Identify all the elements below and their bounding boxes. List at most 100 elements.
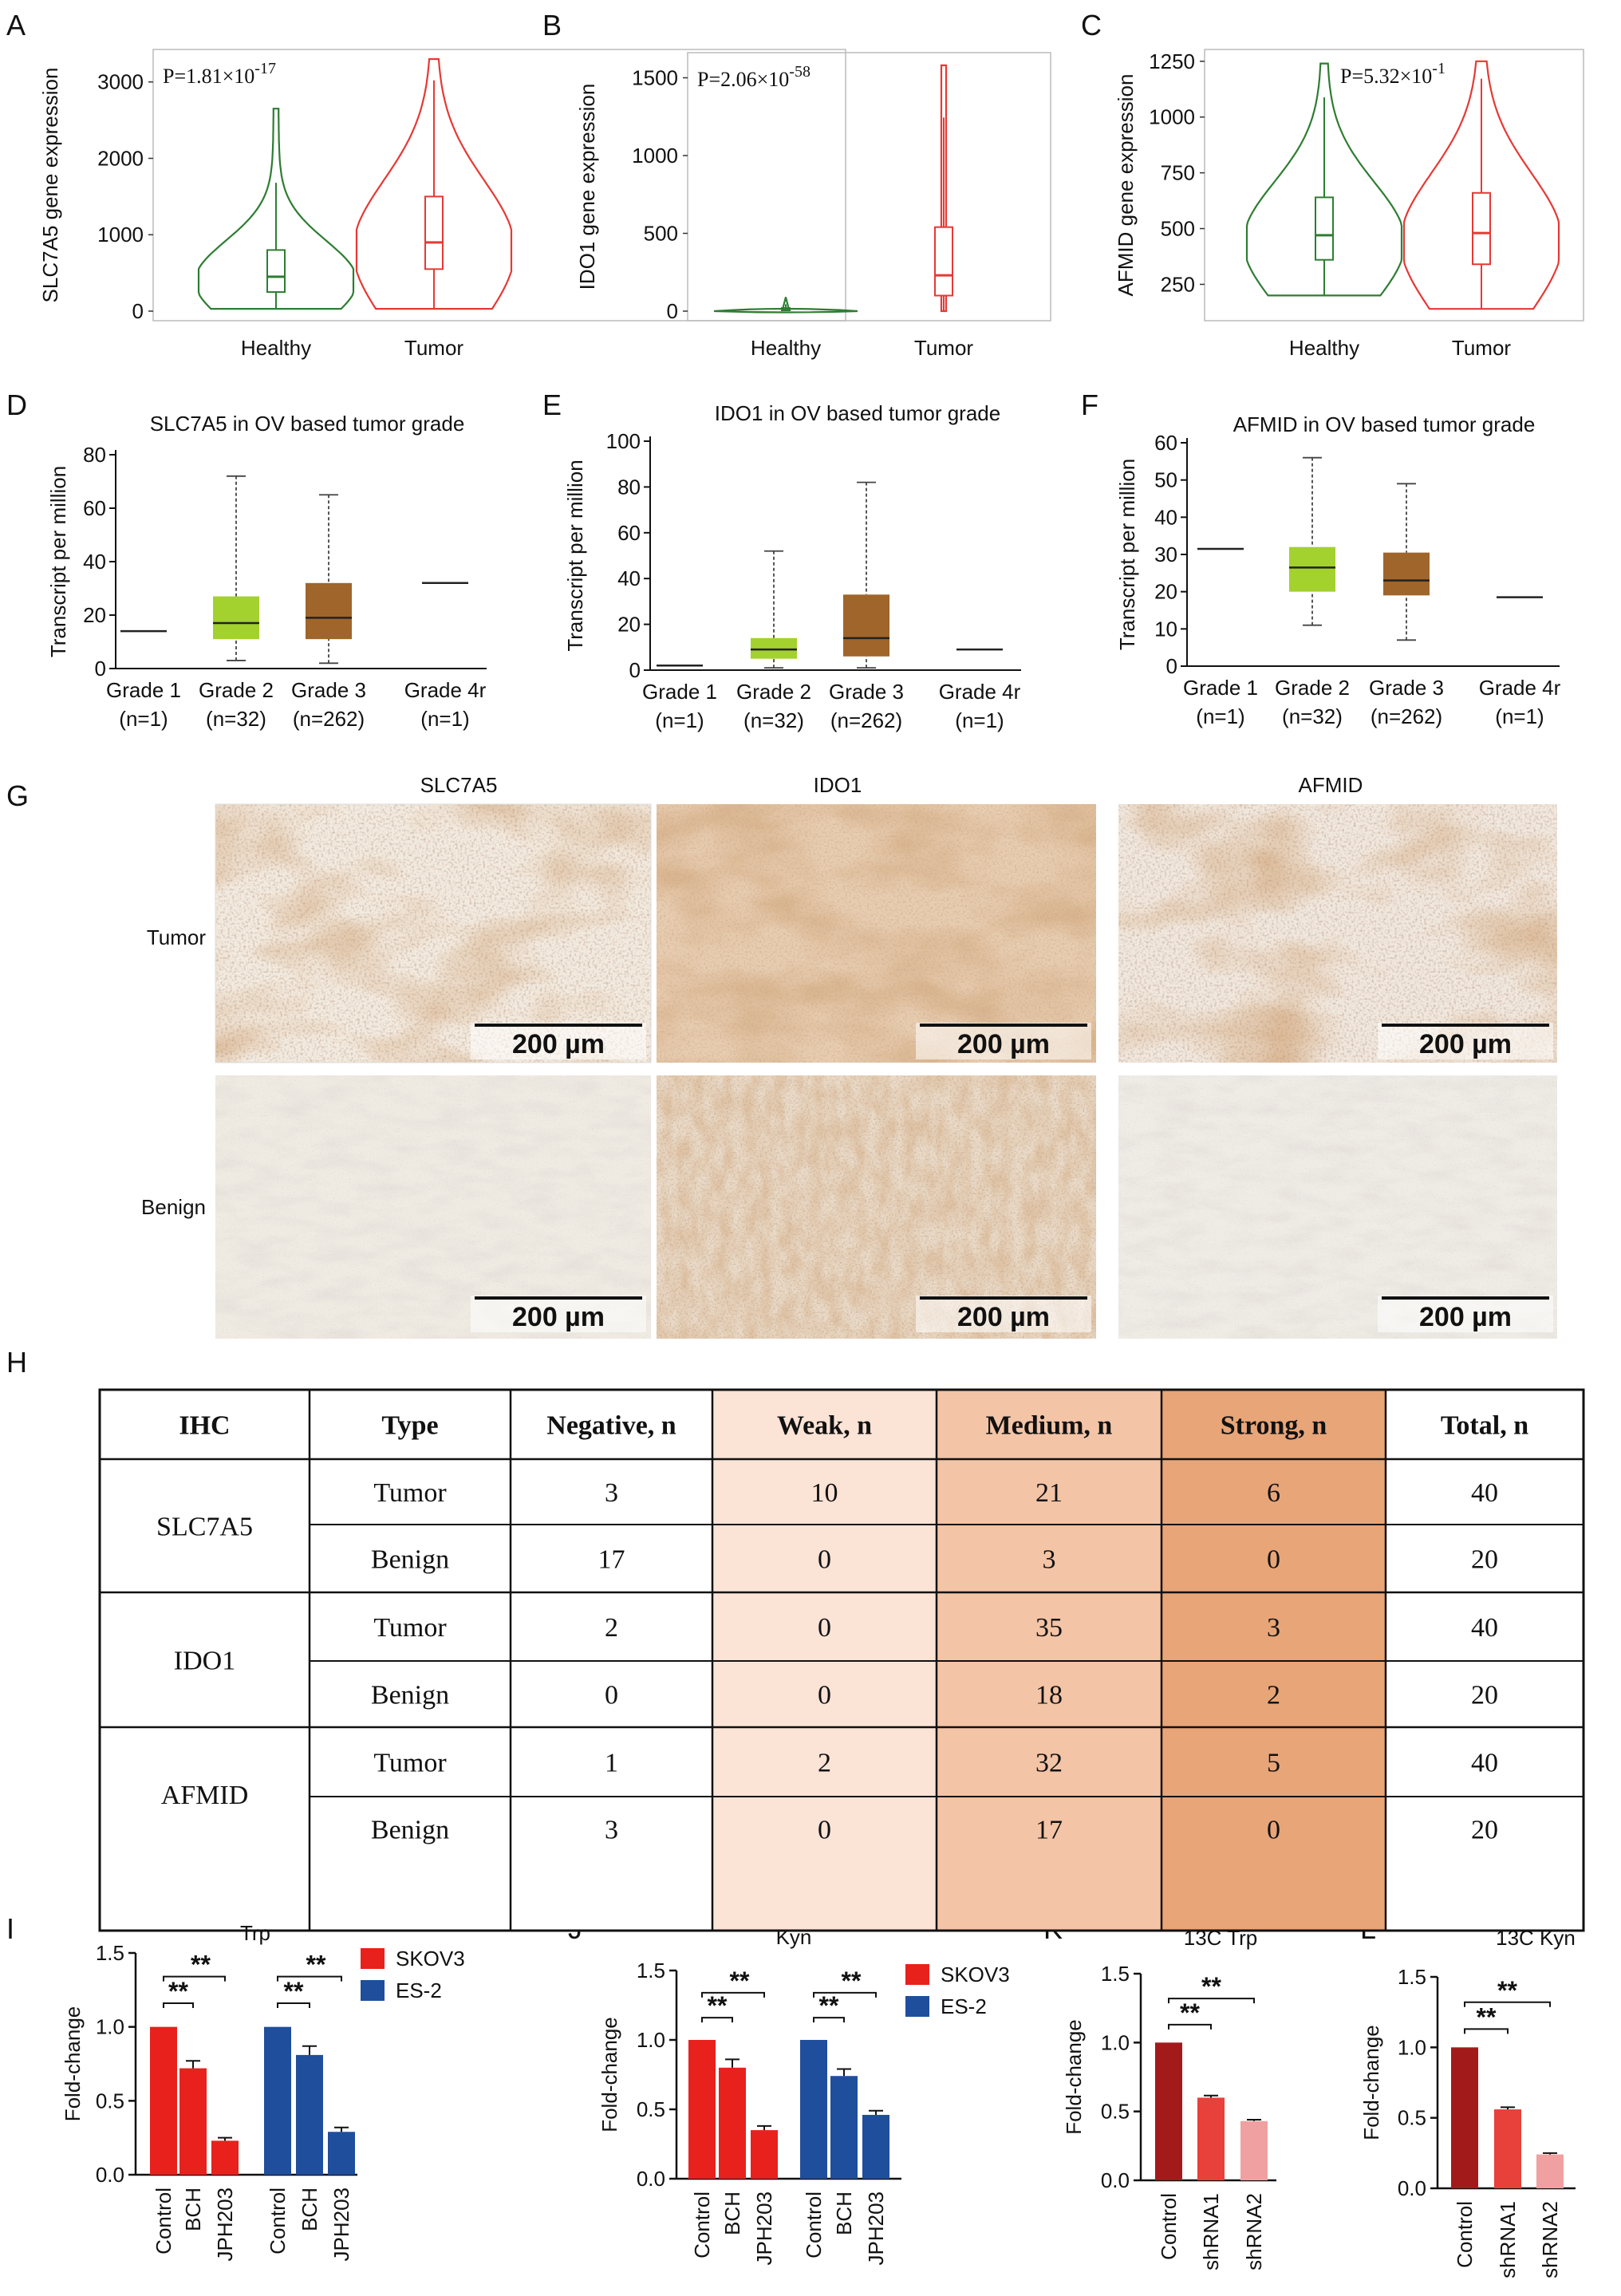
x-tick-label: Control (690, 2191, 714, 2259)
table-value-cell: 3 (605, 1478, 618, 1508)
panel-letters: A B C D E F G H I J K L (6, 9, 1376, 1945)
significance-stars: ** (842, 1967, 862, 1995)
significance-bracket (277, 1975, 342, 1982)
bar (1197, 2097, 1225, 2180)
y-tick-label: 1250 (1149, 49, 1195, 73)
scale-bar: 200 µm (1378, 1023, 1553, 1059)
significance-bracket (813, 1991, 877, 1998)
violin-tumor (355, 57, 513, 310)
legend-swatch-skov3 (361, 1948, 385, 1969)
panel-letter-b: B (542, 9, 562, 41)
bar (1536, 2154, 1564, 2188)
table-header-cell: Strong, n (1221, 1411, 1327, 1441)
significance-bracket (701, 2017, 733, 2023)
bar-skov3 (150, 2026, 177, 2175)
scale-bar: 200 µm (471, 1296, 646, 1332)
violin-chart-afmid: 250 500 750 1000 1250 AFMID gene expression He… (1114, 49, 1584, 360)
y-tick-label: 1000 (1149, 105, 1195, 129)
y-tick-label: 60 (617, 521, 641, 545)
x-tick-label: Control (266, 2188, 290, 2255)
box (1289, 546, 1335, 592)
y-tick-label: 1000 (632, 144, 678, 168)
bar-skov3 (688, 2040, 716, 2179)
significance-bracket (163, 2002, 194, 2009)
table-value-cell: 17 (1035, 1816, 1063, 1845)
y-tick-label: 1.0 (1398, 2035, 1426, 2059)
y-tick-label: 20 (1154, 580, 1177, 604)
table-value-cell: 0 (818, 1681, 831, 1710)
x-tick-label: Grade 2 (1275, 676, 1350, 700)
y-tick-label: 0.5 (637, 2097, 665, 2121)
x-count-label: (n=1) (1196, 704, 1244, 728)
table-header-cell: IHC (179, 1411, 230, 1441)
chart-title: Trp (240, 1921, 270, 1945)
table-type-cell: Benign (371, 1545, 449, 1575)
legend-swatch-es-2 (361, 1980, 385, 2001)
box (213, 596, 259, 640)
panel-letter-i: I (6, 1912, 14, 1945)
significance-bracket (163, 1975, 226, 1982)
x-tick-label: Healthy (751, 336, 821, 360)
panel-letter-a: A (6, 9, 26, 41)
y-axis-label: Transcript per million (563, 460, 587, 651)
table-value-cell: 3 (605, 1816, 618, 1845)
bar-es-2 (264, 2026, 291, 2175)
box (1315, 196, 1334, 261)
y-tick-label: 1.0 (96, 2015, 124, 2039)
p-value-text: P=5.32×10 (1340, 65, 1432, 88)
table-value-cell: 5 (1267, 1749, 1280, 1778)
y-tick-label: 2000 (97, 146, 144, 170)
y-tick-label: 0.0 (637, 2167, 665, 2191)
significance-bracket (701, 1991, 765, 1998)
table-value-cell: 20 (1471, 1816, 1498, 1845)
panel-letter-g: G (6, 779, 29, 812)
y-tick-label: 0.0 (96, 2163, 124, 2187)
box (751, 637, 797, 659)
y-axis-label: Fold-change (61, 2006, 85, 2122)
y-axis-label: Transcript per million (46, 466, 70, 657)
table-value-cell: 0 (818, 1816, 831, 1845)
table-value-cell: 35 (1035, 1613, 1063, 1643)
y-tick-label: 500 (644, 222, 678, 246)
y-tick-label: 500 (1161, 217, 1195, 241)
x-tick-label: BCH (832, 2191, 856, 2235)
violin-chart-slc7a5: 0 1000 2000 3000 SLC7A5 gene expression Healt… (38, 49, 846, 360)
x-tick-label: JPH203 (213, 2188, 237, 2262)
ihc-score-table: IHC Type Negative, n Weak, n Medium, n Strong… (98, 1388, 1585, 1932)
table-value-cell: 20 (1471, 1545, 1498, 1575)
y-axis-label: IDO1 gene expression (575, 84, 599, 290)
x-count-label: (n=32) (743, 708, 804, 732)
x-tick-label: BCH (298, 2188, 321, 2231)
y-tick-label: 60 (1154, 431, 1177, 455)
table-value-cell: 40 (1471, 1749, 1498, 1778)
y-tick-label: 1500 (632, 66, 678, 90)
legend-label: ES-2 (396, 1978, 442, 2002)
bar-es-2 (296, 2054, 323, 2175)
ihc-image-benign-slc7a5 (215, 1075, 651, 1339)
scale-bar: 200 µm (916, 1296, 1091, 1332)
y-tick-label: 80 (617, 475, 641, 499)
bar-es-2 (862, 2114, 889, 2179)
significance-stars: ** (1497, 1976, 1517, 2005)
x-count-label: (n=32) (1282, 704, 1343, 728)
table-value-cell: 0 (605, 1681, 618, 1710)
y-tick-label: 40 (617, 566, 641, 590)
box (306, 582, 352, 640)
scale-bar: 200 µm (916, 1023, 1091, 1059)
significance-stars: ** (819, 1991, 839, 2020)
box (934, 226, 953, 297)
box (266, 249, 286, 294)
table-value-cell: 40 (1471, 1478, 1498, 1508)
table-header-cell: Type (381, 1411, 438, 1441)
plot-frame (687, 52, 1051, 322)
y-axis-label: Fold-change (1062, 2019, 1086, 2135)
y-tick-label: 0 (132, 299, 144, 323)
x-tick-label: Grade 3 (829, 680, 904, 704)
x-tick-label: Control (1157, 2193, 1181, 2260)
y-tick-label: 0 (95, 657, 106, 681)
y-axis-label: AFMID gene expression (1114, 74, 1138, 297)
ihc-image-tumor-slc7a5 (215, 803, 652, 1063)
